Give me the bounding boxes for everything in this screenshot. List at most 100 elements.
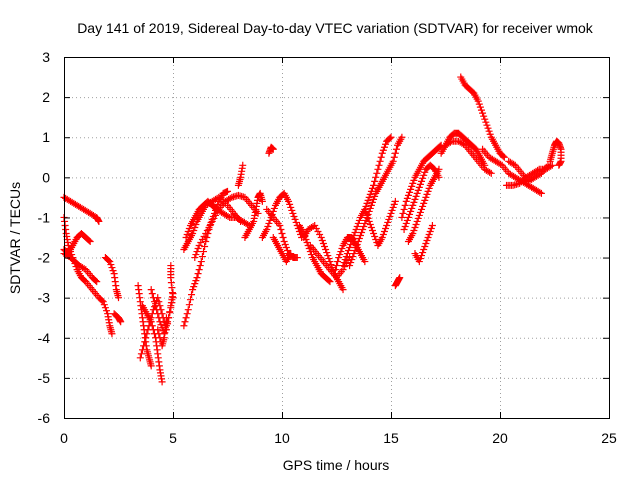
data-point: [101, 304, 109, 312]
data-point: [363, 199, 371, 207]
data-point: [500, 153, 508, 161]
data-point: [424, 187, 432, 195]
x-axis-label: GPS time / hours: [283, 457, 390, 473]
data-point: [279, 234, 287, 241]
data-point: [351, 247, 359, 255]
data-point: [95, 217, 103, 225]
data-point: [213, 208, 221, 216]
y-tick-label: -3: [38, 290, 51, 306]
data-point: [183, 310, 191, 318]
data-point: [389, 157, 397, 165]
data-point: [100, 301, 108, 309]
data-point: [368, 198, 376, 206]
data-point: [390, 153, 398, 161]
data-point: [287, 250, 295, 258]
data-point: [416, 208, 424, 216]
data-point: [350, 231, 358, 239]
data-point: [191, 254, 199, 262]
x-tick-label: 25: [601, 430, 617, 446]
data-point: [142, 334, 150, 342]
data-point: [143, 330, 151, 338]
data-point: [477, 106, 485, 114]
data-point: [352, 225, 360, 233]
data-point: [325, 277, 333, 285]
data-point: [366, 190, 374, 198]
series-32: [404, 165, 443, 246]
data-point: [307, 251, 315, 259]
data-point: [370, 229, 378, 237]
data-point: [153, 306, 161, 314]
x-tick-label: 5: [169, 430, 177, 446]
data-point: [420, 199, 428, 207]
y-tick-labels: -6 -5 -4 -3 -2 -1 0 1 2 3: [38, 49, 51, 426]
data-point: [162, 314, 170, 322]
data-point: [336, 251, 344, 259]
data-point: [331, 266, 339, 274]
data-point: [408, 182, 416, 190]
data-point: [383, 221, 391, 229]
data-point: [364, 214, 372, 222]
data-point: [316, 230, 324, 238]
data-point: [382, 140, 390, 148]
data-point: [391, 149, 399, 157]
data-point: [282, 244, 290, 252]
data-point: [400, 205, 408, 213]
data-point: [410, 198, 418, 206]
data-point: [287, 203, 295, 211]
data-point: [392, 145, 400, 153]
data-point: [396, 274, 404, 282]
data-point: [184, 227, 192, 235]
data-point: [402, 219, 410, 227]
data-point: [265, 219, 273, 227]
data-point: [419, 174, 427, 182]
data-point: [157, 321, 165, 329]
data-point: [485, 127, 493, 135]
data-point: [339, 262, 347, 270]
data-point: [190, 226, 198, 234]
data-point: [355, 216, 363, 224]
data-point: [354, 238, 362, 246]
data-point: [318, 237, 326, 245]
data-point: [325, 255, 333, 263]
data-point: [486, 168, 494, 176]
data-point: [263, 225, 271, 233]
data-point: [371, 192, 379, 200]
data-point: [277, 225, 285, 233]
data-point: [424, 234, 432, 241]
data-point: [361, 258, 369, 266]
data-point: [317, 234, 325, 241]
data-point: [92, 277, 100, 285]
data-point: [446, 138, 454, 146]
data-point: [276, 221, 284, 229]
series-30: [398, 141, 445, 221]
data-point: [416, 180, 424, 188]
data-point: [421, 168, 429, 176]
data-point: [487, 169, 495, 177]
y-tick-label: 3: [42, 49, 50, 65]
data-point: [185, 224, 193, 232]
series-15: [191, 191, 262, 262]
data-point: [499, 152, 507, 160]
data-point: [363, 211, 371, 219]
data-point: [366, 204, 374, 212]
data-point: [404, 191, 412, 199]
data-point: [401, 222, 409, 230]
data-point: [354, 219, 362, 227]
data-point: [368, 184, 376, 192]
data-point: [423, 237, 431, 245]
data-point: [510, 160, 518, 168]
data-point: [355, 235, 363, 243]
data-point: [212, 211, 220, 219]
data-point: [474, 97, 482, 105]
data-point: [105, 257, 113, 265]
data-point: [193, 274, 201, 282]
data-point: [414, 214, 422, 222]
data-point: [341, 256, 349, 264]
x-tick-label: 15: [383, 430, 399, 446]
x-tick-label: 0: [60, 430, 68, 446]
data-point: [346, 262, 354, 270]
series-29: [391, 274, 404, 290]
data-point: [93, 278, 101, 286]
data-point: [419, 249, 427, 257]
